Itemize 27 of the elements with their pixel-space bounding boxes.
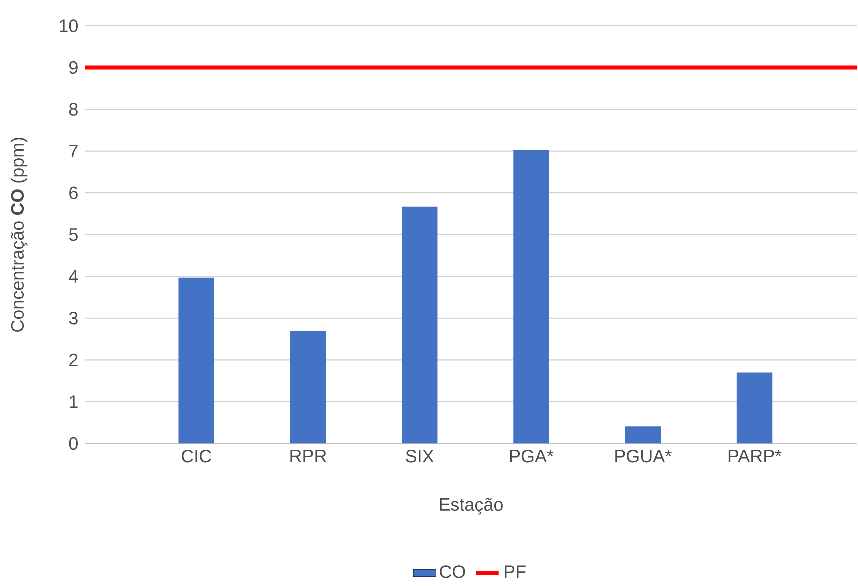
y-tick-label: 5 <box>69 228 78 242</box>
y-tick-label: 10 <box>60 20 78 32</box>
y-tick-label: 9 <box>70 61 78 74</box>
x-tick-label: PGA* <box>510 450 554 463</box>
y-tick-label: 8 <box>69 103 78 116</box>
bar <box>290 330 326 444</box>
x-tick-label: RPR <box>290 450 326 462</box>
y-tick-label: 7 <box>70 145 78 158</box>
x-tick-label: CIC <box>182 450 212 463</box>
bar <box>625 426 661 444</box>
y-axis-title: Concentração CO (ppm) <box>10 138 28 332</box>
bar <box>736 372 773 444</box>
bar <box>402 206 438 444</box>
y-tick-label: 4 <box>69 270 78 283</box>
bar <box>178 278 214 444</box>
y-tick-label: 3 <box>69 312 78 325</box>
y-tick-label: 1 <box>70 396 78 408</box>
legend-label: CO <box>440 566 466 578</box>
y-tick-label: 6 <box>70 186 78 200</box>
x-axis-title: Estação <box>440 498 503 515</box>
x-tick-label: PGUA* <box>616 450 672 463</box>
y-tick-label: 2 <box>70 354 78 366</box>
x-tick-label: SIX <box>406 450 434 463</box>
y-tick-label: 0 <box>69 437 78 450</box>
x-tick-label: PARP* <box>728 450 782 462</box>
bar <box>514 150 550 444</box>
legend-label: PF <box>505 566 526 578</box>
